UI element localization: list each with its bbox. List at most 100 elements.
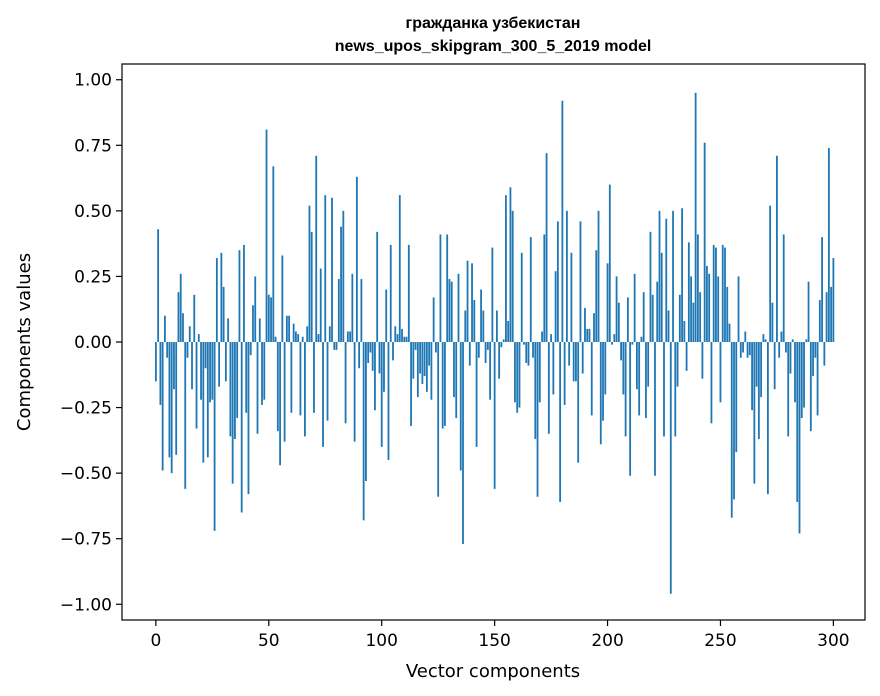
bar-242 xyxy=(701,342,704,379)
bar-267 xyxy=(757,342,760,440)
bar-205 xyxy=(617,302,620,342)
bar-229 xyxy=(672,210,674,342)
bar-86 xyxy=(349,331,351,342)
bar-41 xyxy=(247,342,250,495)
bar-213 xyxy=(636,342,638,390)
bar-23 xyxy=(206,342,209,458)
y-axis-label: Components values xyxy=(14,253,35,431)
bar-186 xyxy=(575,342,577,382)
bar-203 xyxy=(613,334,616,342)
bar-251 xyxy=(721,244,724,342)
bar-33 xyxy=(229,342,232,437)
y-tick-label: 1.00 xyxy=(74,71,112,91)
bar-4 xyxy=(164,315,166,342)
bar-198 xyxy=(602,342,604,421)
bar-158 xyxy=(511,210,514,342)
bar-258 xyxy=(737,276,740,342)
bar-214 xyxy=(638,342,641,416)
bar-180 xyxy=(561,100,564,342)
bar-222 xyxy=(656,281,659,342)
bar-255 xyxy=(730,342,733,518)
bar-245 xyxy=(708,273,711,342)
bar-17 xyxy=(193,294,196,342)
bar-177 xyxy=(554,271,557,342)
bar-62 xyxy=(294,331,297,342)
bar-300 xyxy=(832,258,835,342)
bar-139 xyxy=(468,342,471,366)
bar-32 xyxy=(227,318,230,342)
bar-211 xyxy=(631,342,634,345)
bar-263 xyxy=(748,342,751,356)
x-tick-label: 100 xyxy=(365,631,397,651)
bar-260 xyxy=(742,342,744,353)
bar-252 xyxy=(724,247,726,342)
bar-250 xyxy=(719,342,722,403)
bar-37 xyxy=(238,250,241,342)
bar-134 xyxy=(457,273,460,342)
bar-286 xyxy=(800,342,803,419)
bar-161 xyxy=(518,342,521,408)
bar-133 xyxy=(455,342,458,419)
bar-153 xyxy=(500,342,503,348)
bar-261 xyxy=(744,331,747,342)
bar-276 xyxy=(778,342,781,358)
bar-111 xyxy=(405,336,408,342)
bar-40 xyxy=(245,342,248,413)
bar-216 xyxy=(642,292,645,342)
bar-128 xyxy=(444,342,446,426)
bar-209 xyxy=(626,297,629,342)
bar-149 xyxy=(491,247,494,342)
bar-185 xyxy=(572,342,575,382)
bar-39 xyxy=(243,244,245,342)
bar-187 xyxy=(577,342,580,463)
bar-266 xyxy=(755,342,758,387)
bar-281 xyxy=(789,342,792,374)
bar-60 xyxy=(290,342,293,413)
bar-1 xyxy=(157,229,160,342)
y-tick-label: 0.00 xyxy=(74,333,112,353)
chart-title-line-2: news_upos_skipgram_300_5_2019 model xyxy=(335,38,652,55)
bar-171 xyxy=(541,331,543,342)
bar-284 xyxy=(796,342,799,502)
y-tick-label: 0.25 xyxy=(74,267,112,287)
bar-277 xyxy=(780,331,783,342)
bar-274 xyxy=(773,342,776,390)
bar-16 xyxy=(191,342,193,390)
bar-44 xyxy=(254,276,257,342)
bar-262 xyxy=(746,342,749,358)
bar-114 xyxy=(412,342,415,379)
bar-90 xyxy=(358,342,361,369)
bar-108 xyxy=(398,195,401,342)
bar-25 xyxy=(211,342,214,400)
x-tick-label: 150 xyxy=(478,631,510,651)
bar-233 xyxy=(681,208,683,342)
bar-196 xyxy=(597,210,600,342)
bar-46 xyxy=(258,318,261,342)
bar-104 xyxy=(389,244,392,342)
bar-87 xyxy=(351,273,354,342)
bar-20 xyxy=(200,342,202,400)
bar-42 xyxy=(249,342,252,356)
bar-122 xyxy=(430,342,433,400)
bar-246 xyxy=(710,342,713,424)
bar-178 xyxy=(556,221,559,342)
bar-227 xyxy=(667,310,670,342)
bar-93 xyxy=(365,342,367,481)
bar-5 xyxy=(166,342,169,358)
bar-94 xyxy=(367,342,370,363)
bar-210 xyxy=(629,342,632,476)
bar-184 xyxy=(570,252,573,342)
x-tick-label: 300 xyxy=(817,631,849,651)
bar-68 xyxy=(308,205,311,342)
bar-230 xyxy=(674,342,677,437)
bar-36 xyxy=(236,342,239,419)
bar-268 xyxy=(760,342,763,398)
y-tick-label: −0.25 xyxy=(60,399,112,419)
bar-75 xyxy=(324,195,327,342)
bar-103 xyxy=(387,342,390,461)
bar-63 xyxy=(297,334,300,342)
bar-129 xyxy=(446,234,449,342)
x-tick-label: 200 xyxy=(591,631,623,651)
x-axis-ticks: 0 50 100 150 200 250 300 xyxy=(150,620,850,651)
bar-8 xyxy=(173,342,175,390)
